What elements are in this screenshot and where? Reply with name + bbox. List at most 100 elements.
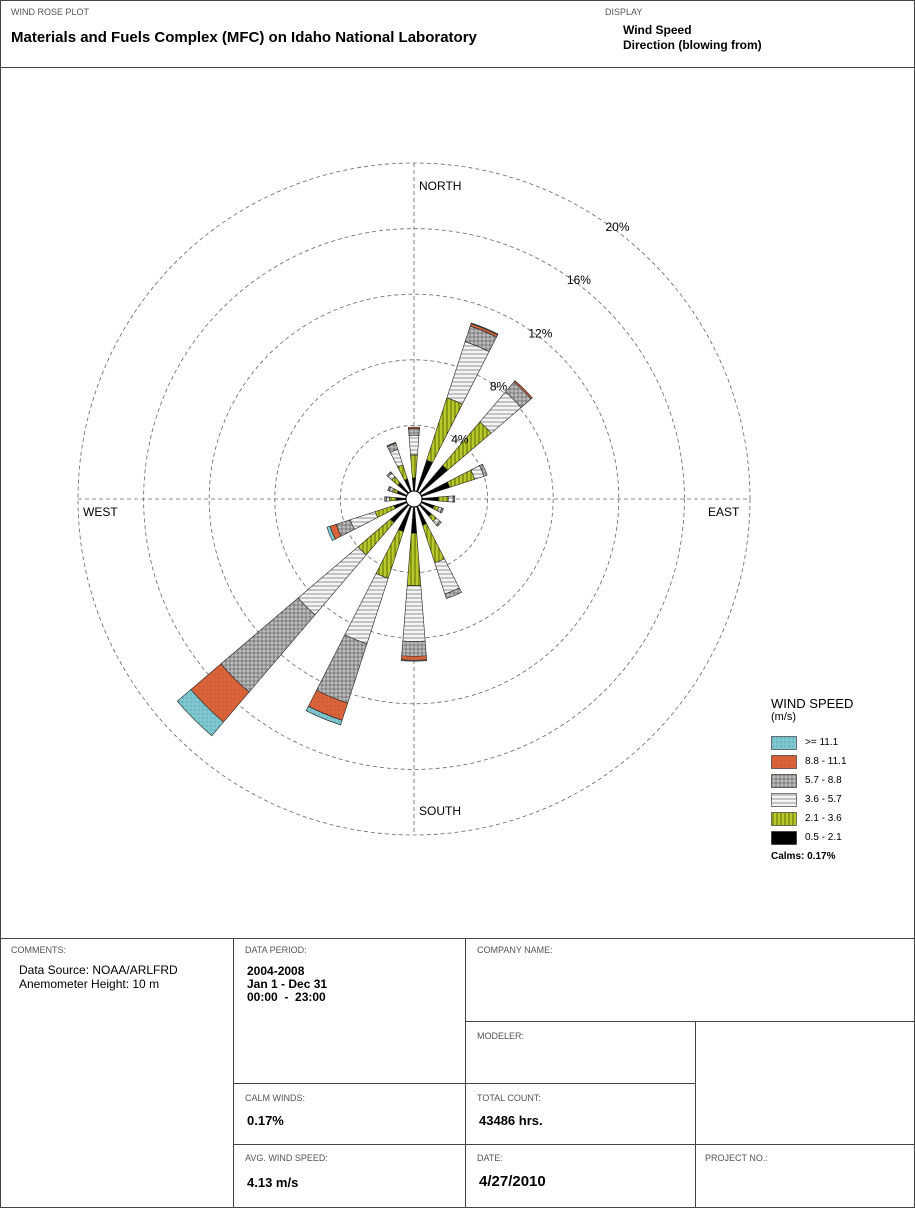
display-line-direction: Direction (blowing from) bbox=[623, 38, 762, 52]
petal-segment-s-5 bbox=[400, 659, 428, 662]
petal-segment-se-3 bbox=[435, 520, 442, 527]
legend-swatch bbox=[771, 811, 797, 826]
comments-caption: COMMENTS: bbox=[11, 945, 66, 955]
petal-e bbox=[421, 495, 456, 503]
petal-segment-ssw-3 bbox=[316, 634, 368, 704]
petal-segment-e-1 bbox=[438, 495, 449, 503]
data-period-years: 2004-2008 bbox=[247, 964, 305, 978]
petal-segment-nnw-2 bbox=[389, 448, 404, 468]
data-period: 2004-2008 Jan 1 - Dec 31 00:00 - 23:00 bbox=[247, 965, 327, 1004]
chart-title: Materials and Fuels Complex (MFC) on Ida… bbox=[11, 29, 477, 46]
footer-divider bbox=[465, 939, 466, 1208]
petal-segment-n-3 bbox=[408, 428, 420, 436]
petal-segment-ene-3 bbox=[479, 463, 488, 477]
petal-segment-s-3 bbox=[401, 640, 427, 657]
petal-segment-nnw-1 bbox=[397, 464, 408, 481]
petal-segment-ene-1 bbox=[447, 469, 476, 488]
east-label: EAST bbox=[708, 505, 740, 519]
legend-item: 3.6 - 5.7 bbox=[771, 790, 853, 809]
south-label: SOUTH bbox=[419, 804, 461, 818]
petal-segment-wsw-1 bbox=[374, 505, 396, 518]
data-period-dates: Jan 1 - Dec 31 bbox=[247, 977, 328, 991]
petal-segment-sse-2 bbox=[434, 558, 460, 595]
petal-s bbox=[400, 506, 428, 662]
legend-label: 5.7 - 8.8 bbox=[805, 775, 842, 786]
display-description: Wind Speed Direction (blowing from) bbox=[623, 23, 762, 53]
comments-anemometer: Anemometer Height: 10 m bbox=[19, 977, 160, 991]
ring-labels: 4% 8% 12% 16% 20% bbox=[451, 220, 630, 446]
footer-divider bbox=[465, 1021, 914, 1022]
avg-wind-speed-caption: AVG. WIND SPEED: bbox=[245, 1153, 328, 1163]
total-count-caption: TOTAL COUNT: bbox=[477, 1093, 541, 1103]
petal-sse bbox=[416, 505, 462, 600]
data-period-hours: 00:00 - 23:00 bbox=[247, 990, 326, 1004]
legend-calms: Calms: 0.17% bbox=[771, 851, 836, 862]
petal-wsw bbox=[326, 501, 408, 542]
legend-item: 2.1 - 3.6 bbox=[771, 809, 853, 828]
petal-segment-nnw-4 bbox=[386, 441, 397, 447]
project-no-caption: PROJECT NO.: bbox=[705, 1153, 768, 1163]
legend-item: >= 11.1 bbox=[771, 733, 853, 752]
petal-segment-n-1 bbox=[410, 454, 418, 479]
wind-rose-chart: 4% 8% 12% 16% 20% NORTH EAST SOUTH WEST bbox=[77, 162, 751, 836]
display-line-speed: Wind Speed bbox=[623, 23, 692, 37]
petal-segment-e-3 bbox=[452, 495, 456, 503]
petal-segment-w-0 bbox=[395, 497, 407, 501]
legend-items: >= 11.1 8.8 - 11.1 5.7 - 8.8 3.6 - 5.7 2.1 -… bbox=[771, 733, 853, 847]
petal-segment-ssw-2 bbox=[344, 572, 389, 645]
date-caption: DATE: bbox=[477, 1153, 503, 1163]
petal-segment-wnw-3 bbox=[387, 486, 392, 492]
petal-segment-nne-2 bbox=[446, 341, 490, 405]
legend-item: 8.8 - 11.1 bbox=[771, 752, 853, 771]
legend-unit: (m/s) bbox=[771, 711, 797, 723]
avg-wind-speed-value: 4.13 m/s bbox=[247, 1175, 299, 1190]
petal-segment-s-1 bbox=[406, 532, 422, 587]
petal-segment-sw-5 bbox=[176, 689, 224, 737]
company-caption: COMPANY NAME: bbox=[477, 945, 553, 955]
north-label: NORTH bbox=[419, 179, 461, 193]
legend-label: >= 11.1 bbox=[805, 737, 839, 748]
petal-segment-sw-2 bbox=[297, 546, 367, 616]
petal-nne bbox=[416, 322, 499, 493]
petal-segment-n-0 bbox=[412, 477, 416, 492]
plot-caption: WIND ROSE PLOT bbox=[11, 7, 90, 17]
legend-swatch bbox=[771, 792, 797, 807]
legend: WIND SPEED (m/s) >= 11.1 8.8 - 11.1 5.7 - … bbox=[771, 696, 853, 862]
calm-circle bbox=[405, 490, 423, 508]
west-label: WEST bbox=[83, 505, 118, 519]
petal-nw bbox=[386, 471, 410, 495]
legend-label: 2.1 - 3.6 bbox=[805, 813, 842, 824]
petal-segment-e-0 bbox=[421, 496, 439, 502]
chart-area: 4% 8% 12% 16% 20% NORTH EAST SOUTH WEST bbox=[1, 68, 914, 938]
petal-nnw bbox=[386, 441, 412, 493]
calm-winds-caption: CALM WINDS: bbox=[245, 1093, 306, 1103]
petal-wnw bbox=[387, 486, 408, 497]
petal-ene bbox=[420, 463, 488, 497]
petal-segment-s-4 bbox=[401, 655, 427, 661]
legend-swatch bbox=[771, 773, 797, 788]
petal-segment-w-2 bbox=[386, 496, 390, 502]
petal-segment-sw-3 bbox=[220, 597, 316, 693]
petal-ne bbox=[418, 380, 533, 495]
display-caption: DISPLAY bbox=[605, 7, 643, 17]
ring-label: 4% bbox=[451, 432, 469, 446]
date-value: 4/27/2010 bbox=[479, 1173, 546, 1190]
legend-label: 0.5 - 2.1 bbox=[805, 832, 842, 843]
petal-n bbox=[408, 426, 420, 492]
petal-ssw bbox=[305, 505, 412, 726]
petal-segment-ssw-5 bbox=[305, 705, 343, 726]
petal-segment-ese-3 bbox=[439, 507, 444, 514]
legend-swatch bbox=[771, 735, 797, 750]
footer: COMMENTS: Data Source: NOAA/ARLFRD Anemo… bbox=[1, 938, 914, 1208]
petal-segment-w-3 bbox=[384, 496, 387, 502]
calm-winds-value: 0.17% bbox=[247, 1113, 284, 1128]
petal-segment-ne-4 bbox=[513, 380, 533, 400]
ring-label: 8% bbox=[490, 379, 508, 393]
petal-segment-nne-5 bbox=[470, 322, 499, 336]
petal-se bbox=[418, 503, 442, 527]
modeler-caption: MODELER: bbox=[477, 1031, 525, 1041]
legend-item: 0.5 - 2.1 bbox=[771, 828, 853, 847]
petal-segment-s-2 bbox=[402, 585, 426, 642]
petal-segment-wsw-2 bbox=[349, 511, 379, 530]
